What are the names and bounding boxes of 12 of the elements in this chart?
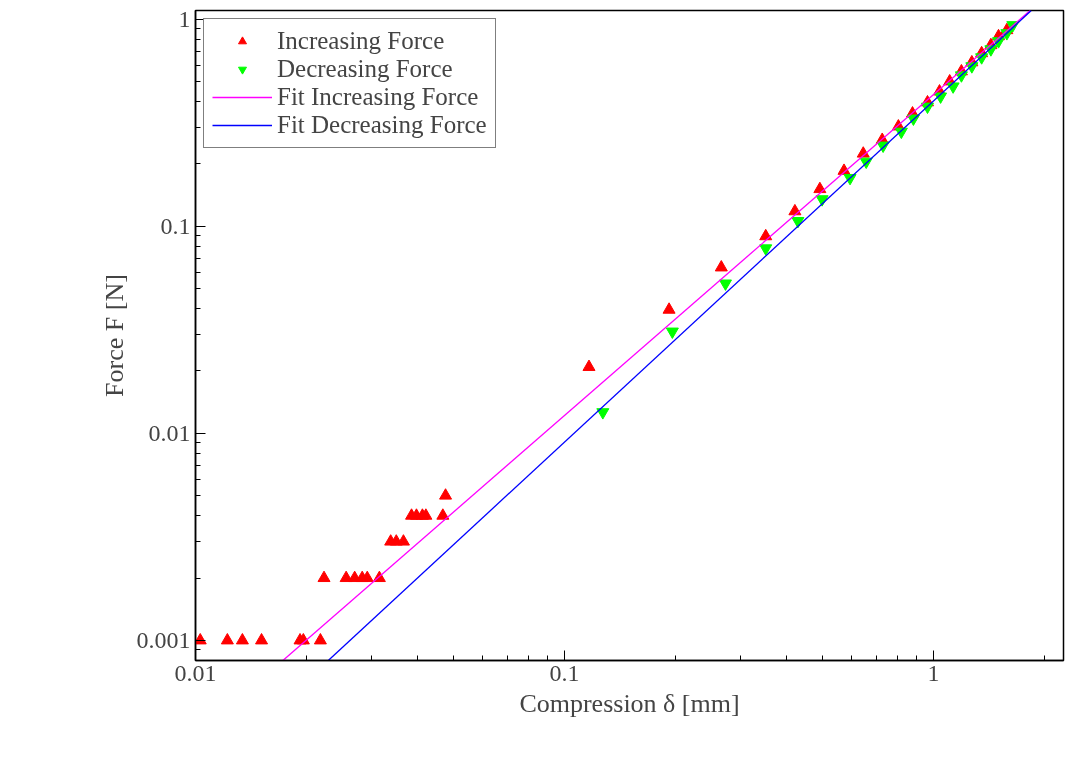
legend-label: Decreasing Force [277, 55, 453, 83]
y-axis-title: Force F [N] [99, 274, 129, 397]
y-tick-label: 0.001 [136, 626, 191, 653]
x-axis-title: Compression δ [mm] [519, 688, 740, 718]
legend-label: Fit Increasing Force [277, 83, 479, 111]
x-tick-label: 0.1 [549, 659, 580, 686]
y-tick-label: 0.1 [160, 212, 191, 239]
legend-label: Fit Decreasing Force [277, 111, 487, 139]
x-tick-label: 1 [927, 659, 940, 686]
legend-label: Increasing Force [277, 27, 445, 55]
y-tick-label: 1 [178, 5, 191, 32]
y-tick-label: 0.01 [148, 419, 191, 446]
